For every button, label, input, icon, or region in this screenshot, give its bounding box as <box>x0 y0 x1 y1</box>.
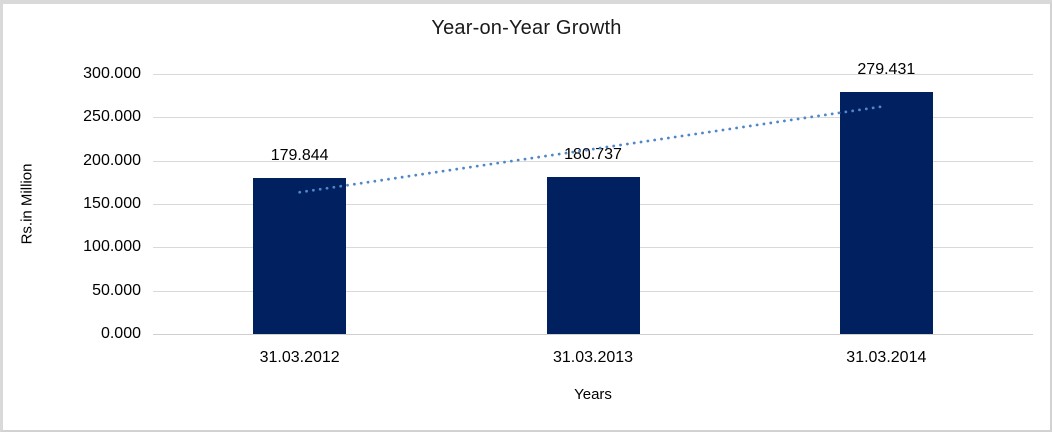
chart-title: Year-on-Year Growth <box>431 17 622 39</box>
y-axis-title: Rs.in Million <box>18 163 36 245</box>
y-tick-label: 200.000 <box>83 151 141 169</box>
y-tick-label: 100.000 <box>83 238 141 256</box>
y-tick-label: 50.000 <box>92 281 141 299</box>
data-label: 279.431 <box>857 60 916 78</box>
x-category-label: 31.03.2014 <box>846 349 927 366</box>
y-tick-label: 150.000 <box>83 195 141 212</box>
y-tick-label: 300.000 <box>83 65 141 82</box>
data-label: 179.844 <box>270 147 329 165</box>
x-category-label: 31.03.2013 <box>552 349 634 366</box>
y-tick-label: 250.000 <box>83 108 141 126</box>
x-category-label: 31.03.2012 <box>259 349 340 366</box>
bar-31.03.2014 <box>839 91 933 334</box>
data-label: 180.737 <box>564 146 622 164</box>
bar-31.03.2013 <box>546 177 640 334</box>
y-tick-label: 0.000 <box>100 325 141 342</box>
bar-31.03.2012 <box>253 178 347 334</box>
x-axis-title: Years <box>574 386 612 403</box>
x-axis-baseline <box>153 334 1033 335</box>
y-gridline <box>153 74 1033 75</box>
